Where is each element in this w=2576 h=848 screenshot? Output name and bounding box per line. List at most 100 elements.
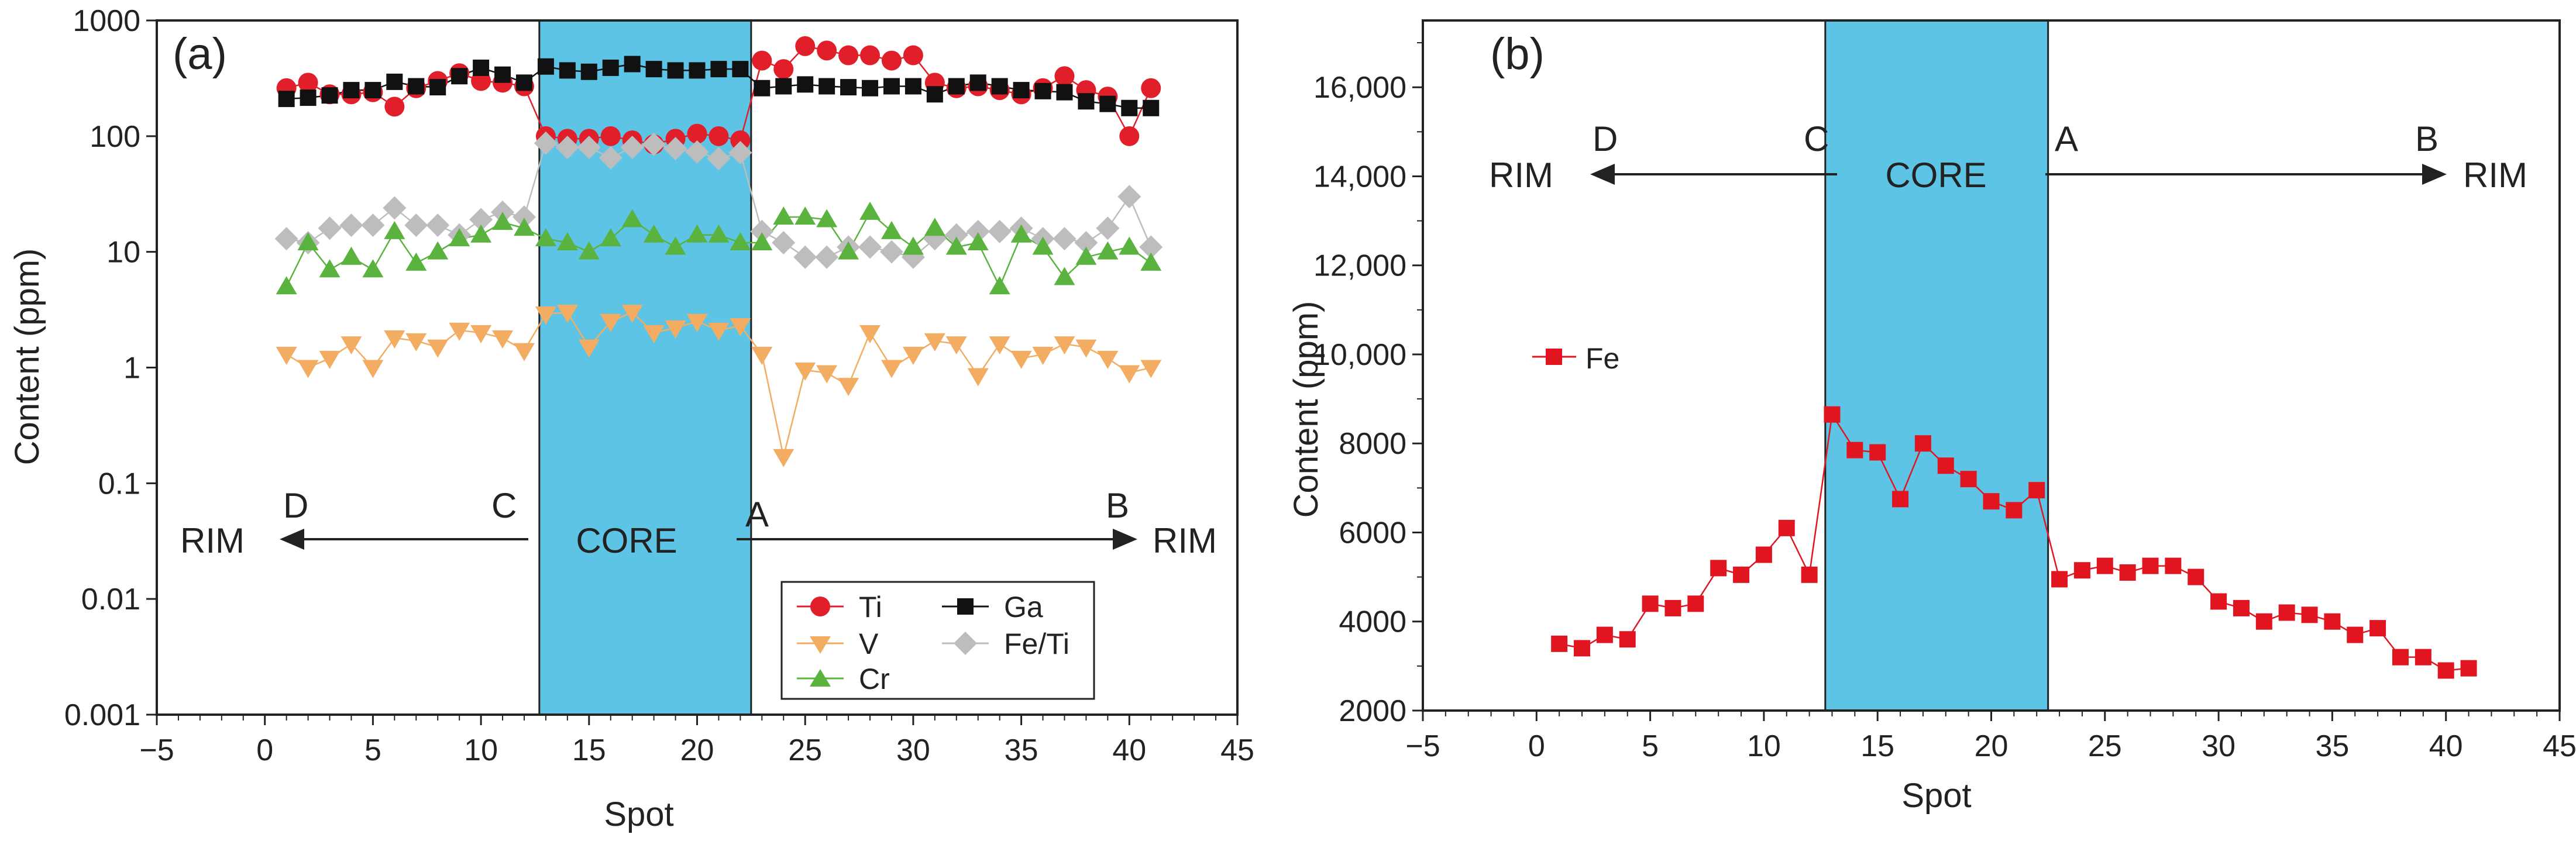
x-tick-label: 35 [1005,733,1038,767]
data-point-fe [2460,660,2477,677]
data-point-ga [580,63,597,80]
data-point-v [730,318,751,336]
data-point-fe [2347,626,2364,643]
data-point-cr [945,236,967,255]
data-point-fe [1551,635,1568,652]
legend-marker-ti [810,597,830,616]
data-point-feti [339,213,363,237]
data-point-cr [427,241,449,260]
rim-right-label-b: RIM [2463,156,2527,195]
data-point-feti [383,196,407,220]
x-tick-label: 45 [1220,733,1254,767]
data-point-feti [685,140,709,164]
data-point-ti [730,130,751,150]
data-point-ga [408,78,425,95]
data-point-cr [686,224,708,243]
data-point-ga [537,58,554,75]
data-point-v [405,333,427,351]
y-tick-label: 6000 [1339,516,1406,550]
y-tick-label: 12,000 [1313,249,1406,283]
data-point-fe [1846,442,1863,459]
data-point-feti [728,141,752,165]
data-point-cr [621,209,643,227]
data-point-v [535,306,556,325]
x-tick-label: 10 [1747,729,1781,763]
y-tick-label: 0.001 [64,698,140,732]
data-point-ga [1013,82,1030,99]
data-point-ga [1034,82,1051,99]
data-point-cr [902,236,924,255]
data-point-ti [838,45,859,66]
data-point-fe [2233,599,2250,616]
point-b-label-b: B [2415,119,2439,158]
data-point-ga [754,80,771,96]
data-point-fe [2006,502,2023,519]
legend-label-ti: Ti [859,591,882,623]
data-point-fe [2096,557,2113,574]
data-point-fe [2165,557,2182,574]
data-point-ti [817,40,837,61]
data-point-ti [709,126,729,146]
data-point-v [665,320,686,339]
data-point-v [924,333,945,351]
data-point-v [643,325,665,343]
data-point-ti [1054,66,1075,87]
data-point-ga [602,59,619,76]
data-point-feti [469,208,493,232]
data-point-cr [578,241,600,260]
data-point-feti [1074,231,1098,255]
data-point-cr [470,224,492,243]
data-point-v [1140,360,1162,378]
data-point-fe [1801,566,1818,583]
data-point-feti [663,137,687,161]
data-point-v [492,330,514,349]
rim-left-label-b: RIM [1489,156,1553,195]
data-point-v [621,305,643,323]
data-point-feti [642,132,666,156]
legend-box-a [780,581,1095,700]
x-tick-label: 40 [2429,729,2463,763]
arrowhead-left-b [1590,164,1615,185]
data-point-fe [2301,606,2318,623]
data-point-cr [341,246,362,265]
data-point-feti [966,219,990,243]
data-point-v [1075,339,1097,358]
data-point-fe [2028,482,2045,499]
data-point-ga [386,73,403,90]
data-point-fe [2051,571,2068,588]
point-d-label-a: D [283,486,308,525]
data-point-ti [860,45,881,66]
data-point-cr [773,206,795,225]
data-point-fe [1710,560,1727,577]
data-point-feti [512,205,536,229]
arrowhead-right-a [1113,529,1137,550]
data-point-v [708,322,730,341]
data-point-fe [1914,435,1931,452]
data-point-ga [883,78,900,95]
legend-label-ga: Ga [1004,591,1043,623]
data-point-ga [904,78,921,95]
x-tick-label: 45 [2543,729,2576,763]
data-point-ti [1119,126,1140,146]
data-point-v [297,360,319,378]
legend-label-cr: Cr [859,663,890,695]
x-tick-label: 15 [1860,729,1894,763]
data-point-v [449,322,470,341]
data-point-ga [429,79,446,96]
data-point-feti [772,231,796,255]
data-point-v [319,350,341,369]
data-point-v [384,330,405,349]
data-point-cr [276,276,297,295]
data-point-v [556,305,578,323]
data-point-fe [1778,519,1795,536]
data-point-cr [881,220,902,239]
data-point-feti [858,235,882,259]
data-point-cr [1032,236,1054,255]
data-point-fe [1619,631,1636,648]
data-point-ga [948,78,965,95]
data-point-fe [2415,649,2431,666]
data-point-ga [624,56,641,73]
data-point-feti [361,213,385,237]
data-point-ti [600,126,621,146]
